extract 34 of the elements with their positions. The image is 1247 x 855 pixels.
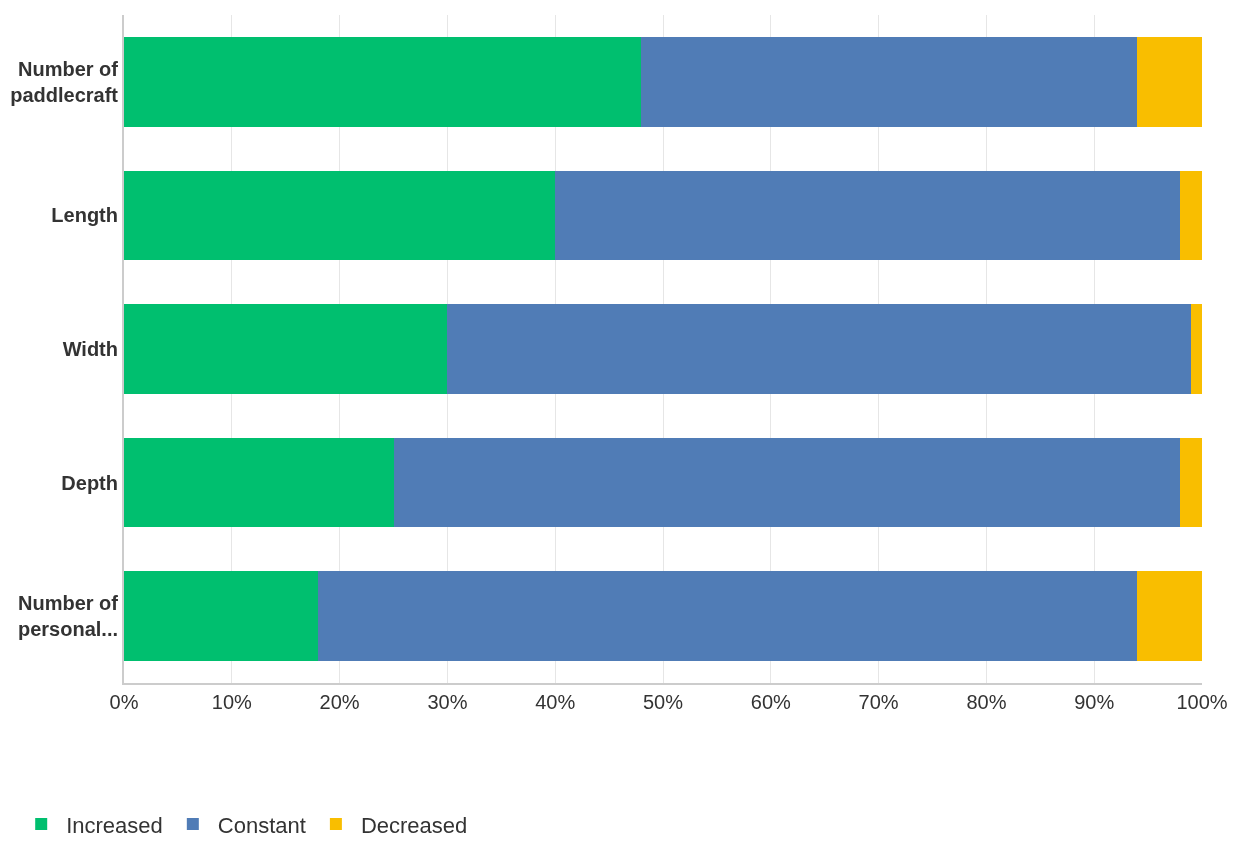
bar [318, 571, 1138, 661]
bar [124, 304, 448, 394]
x-tick-label: 40% [535, 691, 576, 713]
x-tick-label: 10% [211, 691, 253, 713]
y-tick-label: Number of paddlecraft [10, 57, 119, 106]
legend-label: Decreased [360, 812, 468, 838]
bar [124, 437, 394, 528]
x-tick-label: 20% [319, 691, 360, 713]
y-tick-label: Number of personal... [17, 592, 119, 641]
x-tick-label: 100% [1176, 691, 1228, 713]
x-tick-label: 90% [1074, 691, 1115, 713]
bar [124, 170, 556, 261]
bar [1137, 37, 1202, 127]
bar [641, 37, 1138, 127]
legend-label: Constant [217, 812, 306, 838]
bar [124, 37, 642, 127]
y-tick-label: Length [51, 204, 118, 227]
x-tick-label: 30% [427, 691, 468, 713]
bar [393, 437, 1181, 528]
x-tick-label: 60% [750, 691, 792, 713]
bar [1180, 170, 1202, 261]
bar [1137, 571, 1202, 661]
x-tick-label: 0% [109, 691, 139, 713]
x-tick-label: 70% [858, 691, 899, 713]
x-tick-label: 80% [966, 691, 1007, 713]
bar [1180, 437, 1202, 528]
legend-label: Increased [66, 812, 163, 838]
bar [1191, 304, 1202, 394]
y-tick-label: Width [62, 338, 118, 360]
x-tick-label: 50% [642, 691, 684, 713]
y-tick-label: Depth [61, 471, 118, 494]
bar [447, 304, 1192, 394]
bar [124, 571, 319, 661]
bar [555, 170, 1181, 261]
